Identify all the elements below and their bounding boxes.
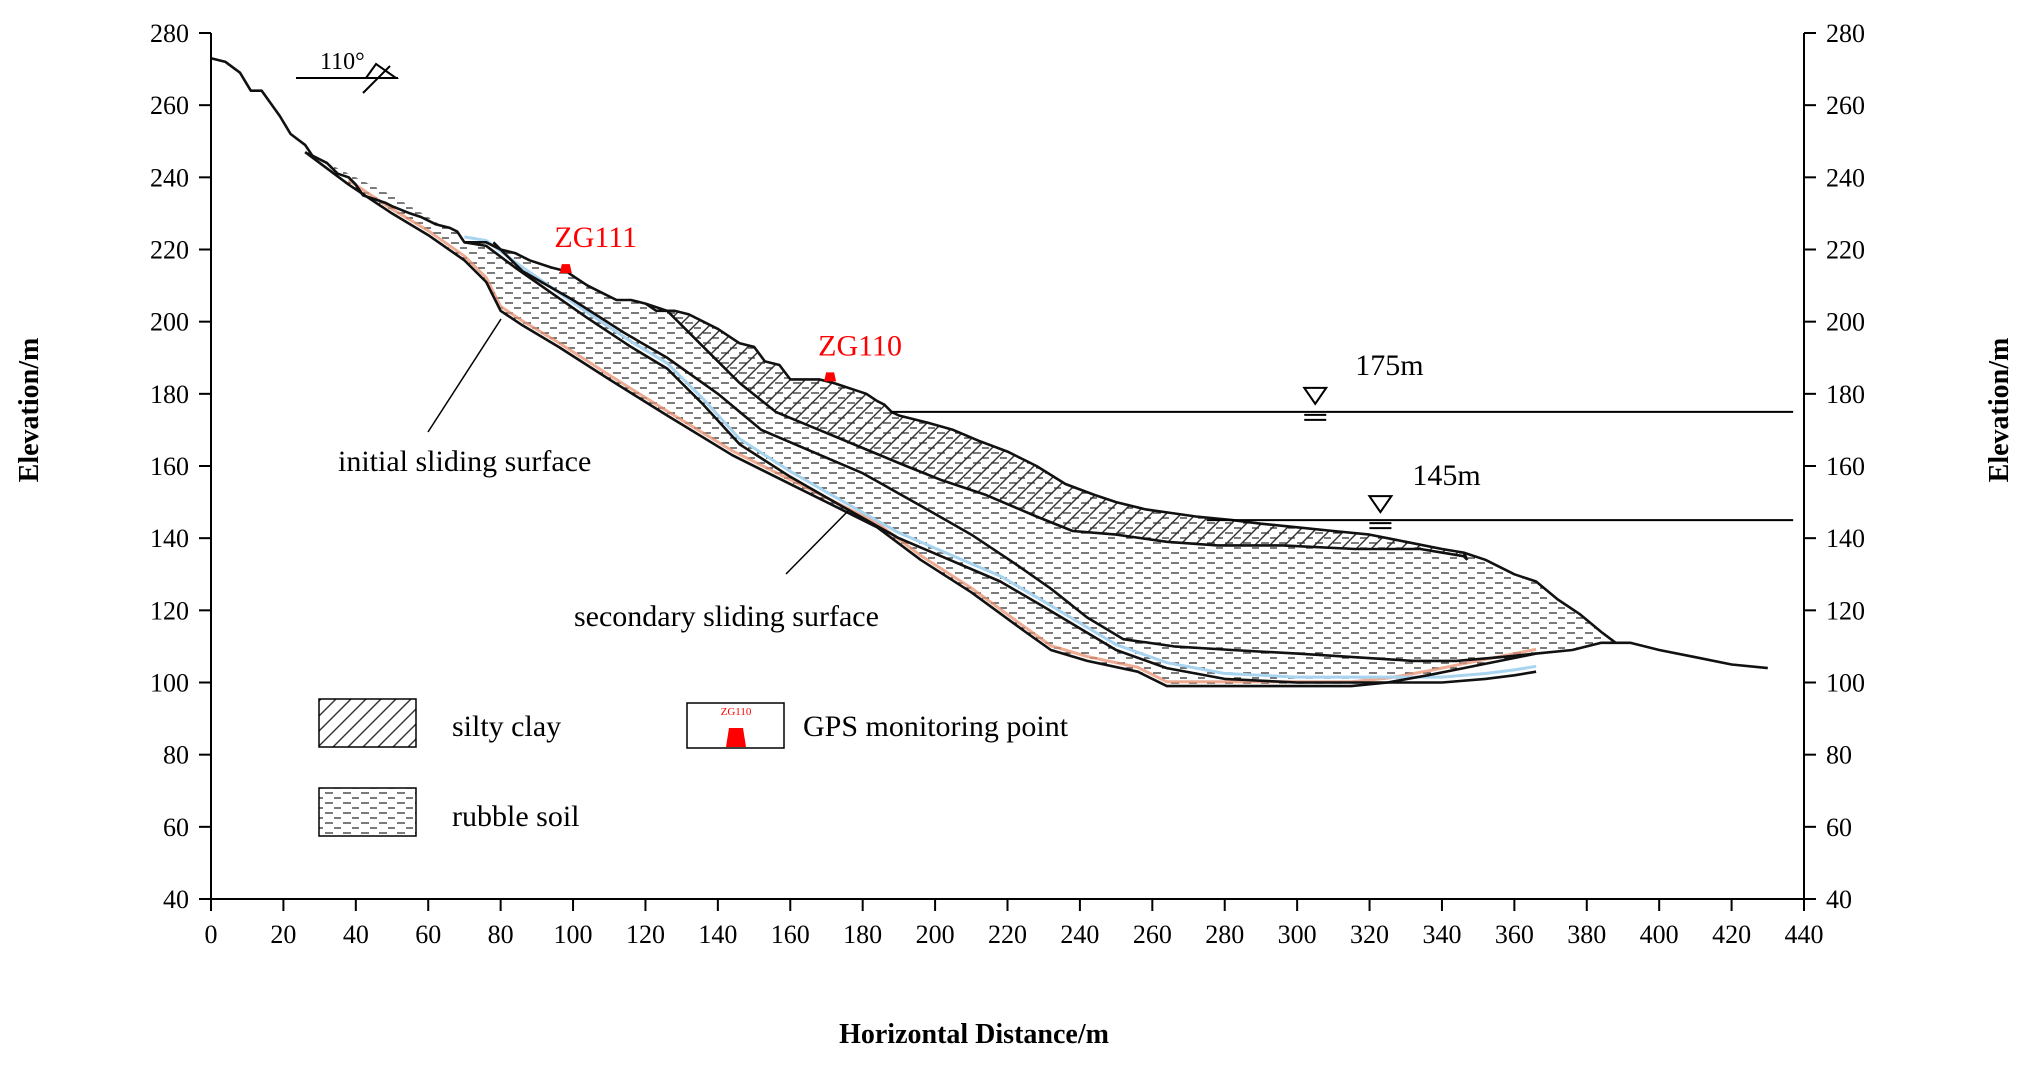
legend-silty-clay-swatch (318, 698, 417, 748)
x-tick-label: 440 (1785, 920, 1824, 949)
y-tick-left-label: 100 (150, 669, 189, 698)
secondary-slip-band (464, 235, 1537, 679)
x-tick-label: 380 (1567, 920, 1606, 949)
y-tick-left-label: 200 (150, 308, 189, 337)
x-tick-label: 260 (1133, 920, 1172, 949)
silty-clay-bottom-line (645, 302, 1469, 561)
y-axis-left-ticks: 40 60 80 100 120 140 160 180 200 220 240 260 280 (150, 19, 211, 914)
y-tick-right-label: 100 (1826, 669, 1865, 698)
x-tick-label: 0 (205, 920, 218, 949)
initial-sliding-leader-line (427, 318, 502, 433)
rubble-soil-zone (305, 144, 1616, 687)
y-tick-left-label: 40 (163, 885, 189, 914)
y-tick-left-label: 240 (150, 163, 189, 192)
x-tick-label: 340 (1422, 920, 1461, 949)
y-tick-left-label: 180 (150, 380, 189, 409)
y-tick-right-label: 280 (1826, 19, 1865, 48)
secondary-sliding-leader-line (785, 509, 850, 575)
y-tick-right-label: 260 (1826, 91, 1865, 120)
y-tick-left-label: 140 (150, 524, 189, 553)
silty-clay-zone (645, 303, 1468, 560)
rubble-outer-boundary-line (1463, 551, 1617, 644)
y-tick-left-label: 280 (150, 19, 189, 48)
y-axis-title-left: Elevation/m (14, 338, 45, 483)
y-tick-right-label: 80 (1826, 741, 1852, 770)
water-level-label: 175m (1355, 349, 1423, 382)
y-tick-left-label: 220 (150, 236, 189, 265)
x-tick-label: 220 (988, 920, 1027, 949)
x-tick-label: 300 (1278, 920, 1317, 949)
x-tick-label: 100 (554, 920, 593, 949)
y-tick-right-label: 40 (1826, 885, 1852, 914)
annotations: initial sliding surface secondary slidin… (338, 318, 879, 633)
legend-silty-clay-label: silty clay (452, 710, 561, 743)
x-tick-label: 400 (1640, 920, 1679, 949)
initial-sliding-surface-line (304, 151, 1768, 688)
secondary-sliding-surface-line (464, 241, 1537, 684)
secondary-sliding-surface-label: secondary sliding surface (574, 600, 879, 633)
legend: silty clay rubble soil ZG110 GPS monitor… (318, 698, 1069, 837)
water-levels: 175m 145m (891, 349, 1794, 530)
x-tick-label: 20 (270, 920, 296, 949)
x-tick-label: 280 (1205, 920, 1244, 949)
x-tick-label: 140 (698, 920, 737, 949)
legend-rubble-soil-label: rubble soil (452, 800, 580, 833)
y-tick-right-label: 200 (1826, 308, 1865, 337)
y-tick-right-label: 120 (1826, 596, 1865, 625)
sliding-zone-bottom-line (347, 178, 1537, 684)
legend-rubble-soil-swatch (318, 787, 417, 837)
y-tick-left-label: 260 (150, 91, 189, 120)
gps-marker-icon (824, 372, 837, 382)
x-tick-label: 180 (843, 920, 882, 949)
rubble-upper-boundary-line (492, 241, 1537, 663)
water-level-icon (1302, 386, 1329, 406)
x-axis-ticks: 0 20 40 60 80 100 120 140 160 180 200 220 240 260 280 3… (205, 899, 1824, 949)
x-axis-title: Horizontal Distance/m (839, 1019, 1109, 1050)
x-tick-label: 420 (1712, 920, 1751, 949)
initial-sliding-surface-label: initial sliding surface (338, 445, 591, 478)
x-tick-label: 160 (771, 920, 810, 949)
x-tick-label: 200 (916, 920, 955, 949)
slope-direction-label: 110° (320, 49, 365, 75)
x-tick-label: 240 (1060, 920, 1099, 949)
ground-surface-line (210, 57, 1469, 561)
y-axis-title-right: Elevation/m (1984, 338, 2015, 483)
gps-point-label: ZG110 (818, 329, 902, 362)
gps-points: ZG111 ZG110 (554, 221, 902, 382)
y-tick-left-label: 160 (150, 452, 189, 481)
x-tick-label: 60 (415, 920, 441, 949)
slope-direction-symbol: 110° (296, 49, 400, 94)
y-tick-right-label: 220 (1826, 236, 1865, 265)
water-level-label: 145m (1412, 459, 1480, 492)
gps-marker-icon (559, 264, 572, 274)
y-axis-right-ticks: 40 60 80 100 120 140 160 180 200 220 240 260 280 (1804, 19, 1865, 914)
legend-gps-label: GPS monitoring point (803, 710, 1069, 743)
legend-gps-sample-label: ZG110 (721, 706, 752, 718)
y-tick-right-label: 140 (1826, 524, 1865, 553)
x-tick-label: 120 (626, 920, 665, 949)
x-tick-label: 360 (1495, 920, 1534, 949)
y-tick-right-label: 240 (1826, 163, 1865, 192)
gps-point-label: ZG111 (554, 221, 637, 254)
y-tick-left-label: 80 (163, 741, 189, 770)
y-tick-right-label: 160 (1826, 452, 1865, 481)
y-tick-left-label: 120 (150, 596, 189, 625)
x-tick-label: 80 (488, 920, 514, 949)
gps-marker-icon (726, 728, 746, 747)
x-tick-label: 320 (1350, 920, 1389, 949)
y-tick-left-label: 60 (163, 813, 189, 842)
y-tick-right-label: 180 (1826, 380, 1865, 409)
x-tick-label: 40 (343, 920, 369, 949)
water-level-icon (1367, 495, 1394, 514)
y-tick-right-label: 60 (1826, 813, 1852, 842)
